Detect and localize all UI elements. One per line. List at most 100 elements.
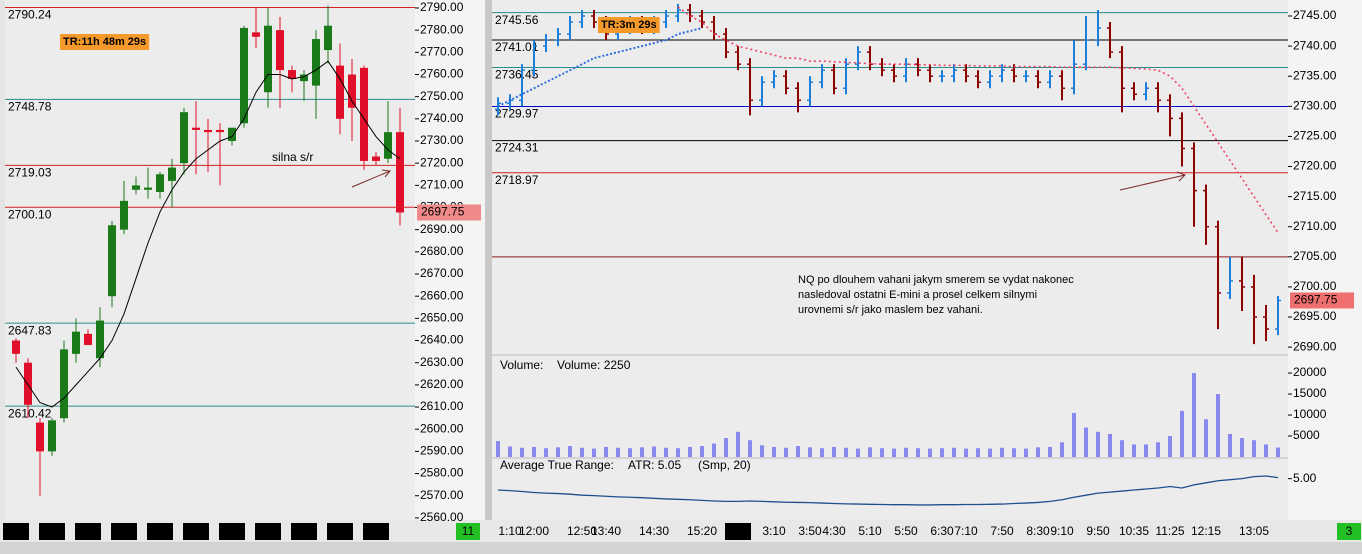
x-tick-label: 8:30 [1026, 524, 1050, 538]
level-label: 2719.03 [8, 165, 52, 179]
volume-tick-label: 10000 [1293, 407, 1327, 421]
date-box [111, 523, 137, 540]
last-price-label: 2697.75 [1294, 293, 1338, 307]
volume-bar [1132, 444, 1136, 457]
atr-line [497, 475, 1279, 506]
x-tick-label: 3-25 [220, 524, 244, 538]
y-tick-label: 2695.00 [1293, 309, 1337, 323]
volume-bar [508, 446, 512, 457]
volume-bar [1180, 410, 1184, 457]
x-tick-label: 3-11 [76, 524, 99, 538]
x-tick-label: 12:50 [567, 524, 597, 538]
y-tick-label: 2590.00 [420, 444, 464, 458]
volume-bar [1072, 412, 1076, 457]
date-box [725, 523, 751, 540]
level-label: 2610.42 [8, 406, 52, 420]
volume-bar [664, 447, 668, 457]
candle-body [72, 331, 80, 354]
annotation-text: silna s/r [272, 150, 313, 164]
volume-bar [712, 443, 716, 457]
volume-bar [1276, 447, 1280, 457]
candle-body [384, 132, 392, 159]
y-tick-label: 2570.00 [420, 488, 464, 502]
x-tick-label: 3-28 [256, 524, 280, 538]
volume-bar [592, 448, 596, 457]
y-tick-label: 2760.00 [420, 67, 464, 81]
candle-body [288, 70, 296, 79]
volume-bar [796, 446, 800, 457]
level-label: 2729.97 [495, 107, 539, 121]
volume-bar [640, 447, 644, 457]
right-plot-area [492, 0, 1288, 520]
candle-body [168, 167, 176, 181]
volume-bar [904, 447, 908, 457]
volume-bar [736, 431, 740, 457]
candle-body [312, 39, 320, 86]
volume-bar [496, 441, 500, 457]
candle-body [276, 30, 284, 71]
annotation-text: urovnemi s/r jako maslem bez vahani. [798, 304, 983, 316]
volume-bar [928, 448, 932, 457]
timer-box [60, 34, 150, 50]
y-tick-label: 2670.00 [420, 266, 464, 280]
date-box [255, 523, 281, 540]
candle-body [120, 200, 128, 230]
candle-body [396, 132, 404, 213]
volume-bar [568, 446, 572, 457]
x-tick-label: 10:35 [1119, 524, 1149, 538]
volume-bar [652, 446, 656, 457]
x-tick-label: 4:30 [822, 524, 846, 538]
y-tick-label: 2720.00 [1293, 159, 1337, 173]
volume-bar [916, 448, 920, 457]
volume-bar [1000, 447, 1004, 457]
volume-bar [1252, 440, 1256, 457]
last-price-box [1290, 292, 1354, 309]
candle-body [372, 156, 380, 161]
candle-body [144, 187, 152, 190]
y-tick-label: 2680.00 [420, 244, 464, 258]
candle-body [48, 420, 56, 452]
atr-tick-label: 5.00 [1293, 471, 1317, 485]
level-label: 2718.97 [495, 173, 539, 187]
y-tick-label: 2745.00 [1293, 8, 1337, 22]
candle-body [324, 25, 332, 51]
candle-body [180, 112, 188, 164]
volume-bar [1048, 446, 1052, 457]
bar-count: 11 [462, 524, 475, 538]
timer-label: TR:11h 48m 29s [63, 36, 146, 48]
x-tick-label: 15:20 [687, 524, 717, 538]
y-tick-label: 2650.00 [420, 311, 464, 325]
bar-count-box [456, 523, 480, 540]
volume-bar [1024, 448, 1028, 457]
volume-bar [844, 447, 848, 457]
candle-body [156, 174, 164, 192]
volume-bar [700, 446, 704, 457]
volume-bar [1168, 436, 1172, 457]
candle-body [204, 129, 212, 133]
volume-tick-label: 20000 [1293, 365, 1327, 379]
y-tick-label: 2725.00 [1293, 129, 1337, 143]
last-price-box [417, 204, 481, 221]
volume-bar [1096, 431, 1100, 457]
volume-bar [880, 448, 884, 457]
y-tick-label: 2740.00 [1293, 38, 1337, 52]
x-tick-label: 13:40 [591, 524, 621, 538]
candle-body [192, 127, 200, 130]
date-box [147, 523, 173, 540]
x-tick-label: 9:50 [1086, 524, 1110, 538]
level-label: 2790.24 [8, 8, 52, 22]
volume-tick-label: 15000 [1293, 386, 1327, 400]
volume-legend: Volume: 2250 [557, 358, 631, 372]
candle-body [36, 422, 44, 452]
volume-bar [1060, 442, 1064, 457]
volume-tick-label: 5000 [1293, 428, 1320, 442]
moving-average [497, 27, 703, 108]
volume-bar [1240, 438, 1244, 457]
date-box [327, 523, 353, 540]
volume-bar [1228, 433, 1232, 457]
x-tick-label: 11:25 [1155, 524, 1184, 538]
volume-bar [616, 447, 620, 457]
y-tick-label: 2560.00 [420, 510, 464, 524]
x-tick-label: 5:50 [894, 524, 918, 538]
volume-bar [1108, 433, 1112, 457]
